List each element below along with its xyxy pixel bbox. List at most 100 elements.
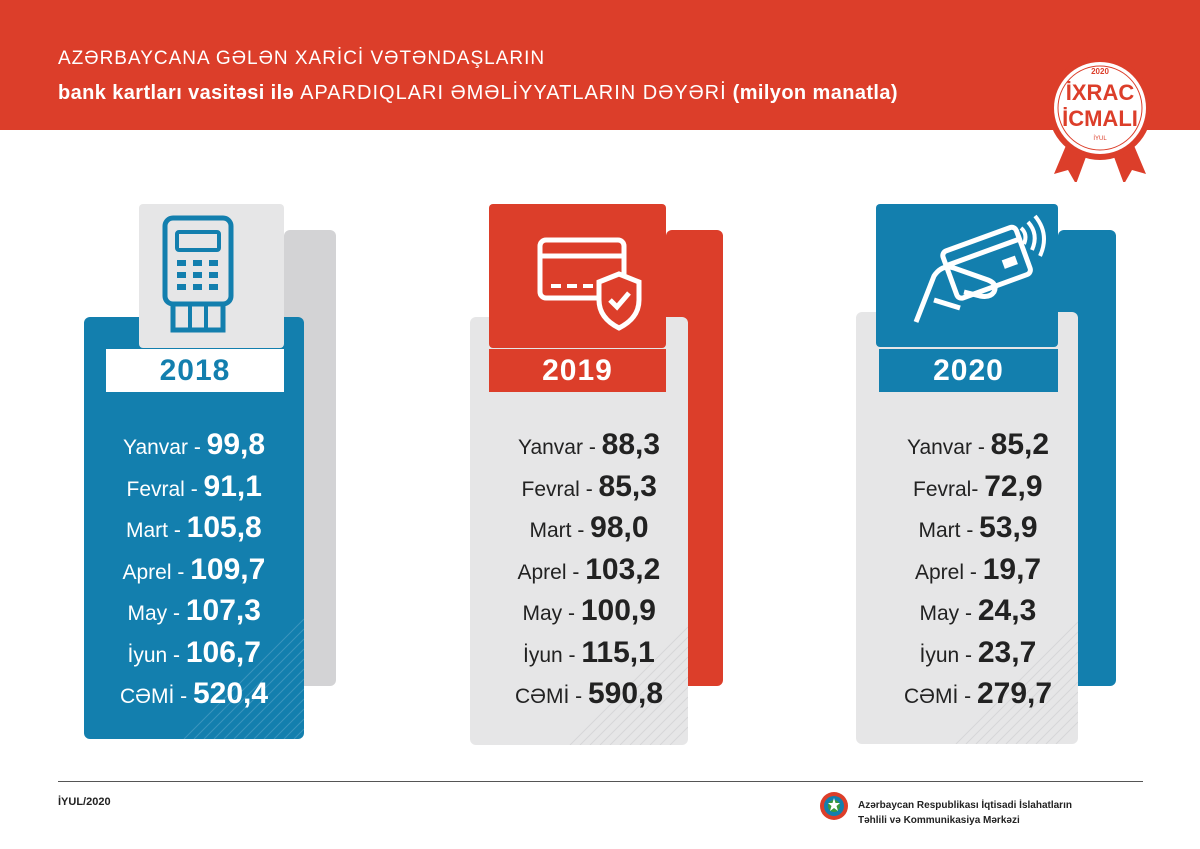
month-label: May [919, 602, 960, 625]
value-label: 53,9 [979, 511, 1038, 544]
separator: - [566, 560, 586, 584]
header-banner: AZƏRBAYCANA GƏLƏN XARİCİ VƏTƏNDAŞLARIN b… [0, 0, 1200, 130]
month-label: May [127, 602, 168, 625]
month-label: Fevral [521, 477, 580, 501]
month-label: Aprel [122, 560, 172, 584]
value-label: 99,8 [206, 428, 266, 461]
month-label: İyun [919, 643, 960, 667]
separator: - [959, 602, 978, 625]
table-row-2019-2: Fevral - 85,3 [522, 470, 657, 504]
rows-2018: Yanvar - 99,8 Fevral - 91,1 Mart - 105,8 Ap… [84, 420, 304, 720]
org-line-2: Təhlili və Kommunikasiya Mərkəzi [858, 815, 1020, 826]
table-row-2020-1: Yanvar - 85,2 [907, 428, 1049, 462]
month-label: Aprel [517, 560, 567, 584]
year-label-2019: 2019 [489, 349, 666, 392]
separator: - [960, 519, 980, 542]
footer-date: İYUL/2020 [58, 796, 111, 808]
table-row-2019-1: Yanvar - 88,3 [518, 428, 660, 462]
month-label: Yanvar [907, 436, 972, 459]
value-label: 19,7 [982, 552, 1042, 586]
title-caps-part: APARDIQLARI ƏMƏLİYYATLARIN DƏYƏRİ [300, 82, 727, 104]
pos-terminal-icon [162, 215, 234, 333]
rows-2019: Yanvar - 88,3 Fevral - 85,3 Mart - 98,0 Apr… [470, 420, 688, 720]
icon-box-2020 [876, 204, 1058, 347]
table-row-2018-4: Aprel - 109,7 [123, 553, 266, 587]
contactless-card-icon [913, 214, 1046, 323]
month-label: İyun [127, 643, 168, 667]
badge-month: İYUL [1093, 135, 1107, 142]
month-label: Aprel [915, 560, 965, 584]
table-row-2019-4: Aprel - 103,2 [518, 553, 661, 587]
panel-hatch-2018 [183, 618, 304, 739]
table-row-2018-2: Fevral - 91,1 [127, 470, 262, 504]
value-label: 23,7 [977, 635, 1037, 669]
table-row-2019-7: CƏMİ - 590,8 [515, 677, 663, 711]
table-row-2019-3: Mart - 98,0 [530, 511, 649, 545]
panel-hatch-2019 [569, 626, 688, 745]
month-label: Yanvar [518, 436, 583, 459]
table-row-2019-6: İyun - 115,1 [523, 636, 655, 670]
separator: - [167, 643, 186, 667]
table-row-2020-4: Aprel - 19,7 [915, 553, 1041, 587]
value-label: 106,7 [185, 635, 261, 669]
separator: - [167, 602, 186, 625]
value-label: 85,3 [598, 469, 657, 503]
export-review-badge: 2020 İXRAC İCMALI İYUL [1048, 56, 1152, 182]
panel-hatch-2020 [955, 621, 1078, 744]
year-label-2018: 2018 [106, 349, 284, 392]
value-label: 115,1 [581, 635, 655, 669]
table-row-2020-3: Mart - 53,9 [919, 511, 1038, 545]
table-row-2018-5: May - 107,3 [128, 594, 261, 628]
separator: - [582, 436, 602, 459]
secure-card-icon [537, 237, 642, 331]
value-label: 109,7 [190, 552, 266, 586]
month-label: Fevral [913, 477, 972, 501]
title-line-1: AZƏRBAYCANA GƏLƏN XARİCİ VƏTƏNDAŞLARIN [58, 48, 546, 69]
year-label-2020: 2020 [879, 349, 1058, 392]
value-label: 103,2 [585, 552, 661, 586]
value-label: 24,3 [977, 594, 1037, 627]
badge-year: 2020 [1091, 67, 1109, 76]
value-label: 91,1 [203, 469, 262, 503]
value-label: 105,8 [186, 511, 262, 544]
separator: - [174, 685, 193, 708]
separator: - [562, 602, 581, 625]
separator: - [569, 685, 588, 708]
org-line-1: Azərbaycan Respublikası İqtisadi İslahat… [858, 800, 1072, 811]
table-row-2019-5: May - 100,9 [523, 594, 656, 628]
month-label: Yanvar [123, 436, 188, 459]
separator: - [971, 477, 985, 501]
month-label: Mart [529, 519, 572, 542]
table-row-2018-3: Mart - 105,8 [126, 511, 262, 545]
separator: - [187, 436, 207, 459]
icon-box-2018 [139, 204, 284, 348]
table-row-2020-6: İyun - 23,7 [920, 636, 1037, 670]
value-label: 85,2 [990, 428, 1050, 461]
separator: - [971, 436, 991, 459]
state-emblem-icon [820, 792, 848, 820]
title-line-2: bank kartları vasitəsi ilə APARDIQLARI Ə… [58, 82, 898, 105]
month-label: CƏMİ [904, 685, 959, 708]
table-row-2018-6: İyun - 106,7 [128, 636, 261, 670]
footer-divider [58, 781, 1143, 782]
title-unit: (milyon manatla) [732, 82, 898, 104]
month-label: İyun [523, 643, 563, 667]
value-label: 520,4 [192, 677, 269, 710]
table-row-2020-2: Fevral- 72,9 [913, 470, 1043, 504]
value-label: 98,0 [590, 511, 649, 544]
separator: - [562, 643, 582, 667]
value-label: 279,7 [976, 677, 1053, 710]
month-label: CƏMİ [515, 685, 570, 708]
separator: - [958, 685, 977, 708]
month-label: Mart [918, 519, 961, 542]
month-label: Fevral [126, 477, 185, 501]
table-row-2020-7: CƏMİ - 279,7 [904, 677, 1052, 711]
value-label: 107,3 [185, 594, 261, 627]
footer-organization: Azərbaycan Respublikası İqtisadi İslahat… [858, 798, 1072, 828]
value-label: 590,8 [587, 677, 664, 710]
separator: - [171, 560, 191, 584]
value-label: 100,9 [580, 594, 656, 627]
separator: - [184, 477, 204, 501]
separator: - [959, 643, 978, 667]
separator: - [168, 519, 187, 542]
